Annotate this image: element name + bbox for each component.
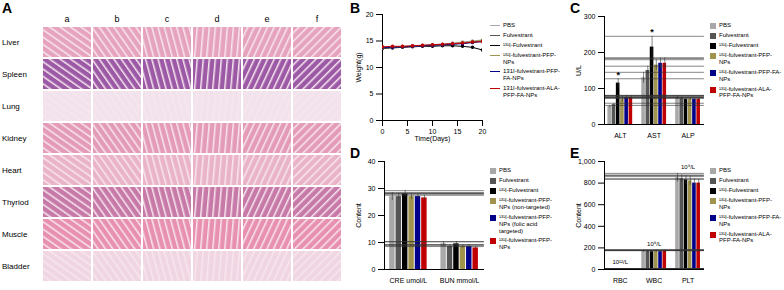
svg-text:20: 20 (368, 212, 376, 219)
html-text:b: b (114, 14, 120, 24)
html-text:¹³¹I-fulvestrant-PFP-NPs: ¹³¹I-fulvestrant-PFP-NPs (719, 52, 772, 65)
html-text:¹³¹I-Fulvestrant: ¹³¹I-Fulvestrant (719, 187, 759, 193)
html-text:f: f (315, 14, 319, 24)
html-text:¹³¹I-fulvestrant-PFP-NPs: ¹³¹I-fulvestrant-PFP-NPs (503, 51, 556, 65)
svg-text:0: 0 (372, 266, 376, 273)
html-text:PBS: PBS (499, 167, 511, 173)
svg-text:BUN mmol/L: BUN mmol/L (440, 277, 480, 284)
html-text:Fulvestrant: Fulvestrant (719, 177, 749, 183)
html-text:Heart: Heart (2, 165, 22, 175)
svg-text:10: 10 (368, 239, 376, 246)
html-text:Muscle: Muscle (2, 229, 28, 239)
html-text:¹³¹I-Fulvestrant: ¹³¹I-Fulvestrant (499, 187, 539, 193)
svg-text:400: 400 (584, 223, 596, 230)
html-text:d: d (214, 14, 220, 24)
html-text:E: E (570, 145, 580, 161)
html-text:PBS: PBS (503, 22, 515, 28)
svg-text:5: 5 (406, 128, 410, 135)
html-text:¹³¹I-fulvestrant-PFP-NPs: ¹³¹I-fulvestrant-PFP-NPs (499, 237, 552, 251)
svg-text:RBC: RBC (613, 277, 628, 284)
svg-text:*: * (616, 70, 620, 80)
html-text:C: C (570, 0, 581, 16)
html-text:Lung: Lung (2, 101, 20, 111)
svg-text:Weight(g): Weight(g) (355, 52, 363, 82)
html-text:PBS: PBS (719, 167, 731, 173)
svg-text:CRE umol/L: CRE umol/L (390, 277, 428, 284)
html-text:e: e (264, 14, 270, 24)
svg-text:10: 10 (366, 64, 374, 71)
html-text:Bladder: Bladder (2, 261, 30, 271)
svg-text:10: 10 (428, 128, 437, 136)
svg-text:40: 40 (368, 158, 376, 165)
html-text:Thyriod: Thyriod (2, 197, 29, 207)
html-text:¹³¹I-fulvestrant-PFP-NPs (foli: ¹³¹I-fulvestrant-PFP-NPs (folic acid tar… (499, 213, 552, 234)
svg-text:30: 30 (368, 185, 376, 192)
svg-text:0: 0 (370, 117, 374, 124)
svg-text:20: 20 (366, 11, 374, 18)
html-text:c: c (164, 14, 170, 24)
html-text:131I-fulvestrant-PFP-FA-NPs: 131I-fulvestrant-PFP-FA-NPs (503, 68, 560, 82)
html-text:Fulvestrant: Fulvestrant (499, 177, 529, 183)
html-text:A: A (2, 0, 13, 16)
svg-text:0: 0 (381, 128, 385, 135)
html-text:PBS: PBS (719, 22, 731, 28)
svg-text:Time(Days): Time(Days) (415, 135, 451, 143)
html-text:D: D (350, 145, 361, 161)
svg-text:100: 100 (584, 85, 596, 92)
svg-text:5: 5 (370, 90, 374, 97)
svg-text:U/L: U/L (575, 65, 582, 76)
html-text:¹³¹I-fulvestrant-PFP-FA-NPs: ¹³¹I-fulvestrant-PFP-FA-NPs (719, 213, 782, 227)
html-text:Liver: Liver (2, 37, 20, 47)
svg-text:600: 600 (584, 201, 596, 208)
html-text:Fulvestrant: Fulvestrant (503, 31, 533, 38)
html-text:¹³¹I-Fulvestrant: ¹³¹I-Fulvestrant (719, 42, 759, 48)
html-text:Spleen: Spleen (2, 69, 27, 79)
svg-text:AST: AST (647, 132, 661, 139)
svg-text:0: 0 (592, 266, 596, 273)
svg-text:Content: Content (355, 203, 362, 228)
html-text:¹³¹I-fulvestrant-PFP-FA-NPs: ¹³¹I-fulvestrant-PFP-FA-NPs (719, 68, 782, 82)
svg-text:15: 15 (366, 37, 374, 44)
html-text:Kidney: Kidney (2, 133, 27, 143)
html-text:a: a (64, 14, 70, 24)
svg-text:0: 0 (592, 121, 596, 128)
svg-text:1,000: 1,000 (578, 158, 596, 165)
svg-text:10⁹/L: 10⁹/L (647, 241, 662, 247)
html-text:B: B (350, 0, 361, 16)
svg-text:ALP: ALP (681, 132, 695, 139)
svg-text:15: 15 (454, 128, 462, 135)
html-text:Fulvestrant: Fulvestrant (719, 32, 749, 38)
html-text:¹³¹I-fulvestrant-ALA-PFP-FA-NP: ¹³¹I-fulvestrant-ALA-PFP-FA-NPs (719, 85, 772, 99)
html-text:¹³¹I-fulvestrant-ALA-PFP-FA-NP: ¹³¹I-fulvestrant-ALA-PFP-FA-NPs (719, 230, 772, 244)
svg-text:Content: Content (575, 203, 582, 228)
svg-text:200: 200 (584, 244, 596, 251)
html-text:¹³¹I-Fulvestrant: ¹³¹I-Fulvestrant (503, 41, 543, 48)
svg-text:PLT: PLT (682, 277, 695, 284)
svg-text:20: 20 (479, 128, 487, 135)
svg-text:300: 300 (584, 13, 596, 20)
html-text:131I-fulvestrant-ALA-PFP-FA-NP: 131I-fulvestrant-ALA-PFP-FA-NPs (503, 85, 560, 99)
svg-text:*: * (650, 27, 654, 37)
svg-text:10¹²/L: 10¹²/L (612, 259, 628, 265)
svg-text:WBC: WBC (646, 277, 662, 284)
html-text:¹³¹I-fulvestrant-PFP-NPs (non-: ¹³¹I-fulvestrant-PFP-NPs (non-targeted) (499, 197, 552, 210)
svg-text:ALT: ALT (614, 132, 627, 139)
html-text:¹³¹I-fulvestrant-PFP-NPs: ¹³¹I-fulvestrant-PFP-NPs (719, 197, 772, 210)
svg-text:10⁹/L: 10⁹/L (681, 164, 696, 170)
svg-text:800: 800 (584, 179, 596, 186)
svg-text:200: 200 (584, 49, 596, 56)
